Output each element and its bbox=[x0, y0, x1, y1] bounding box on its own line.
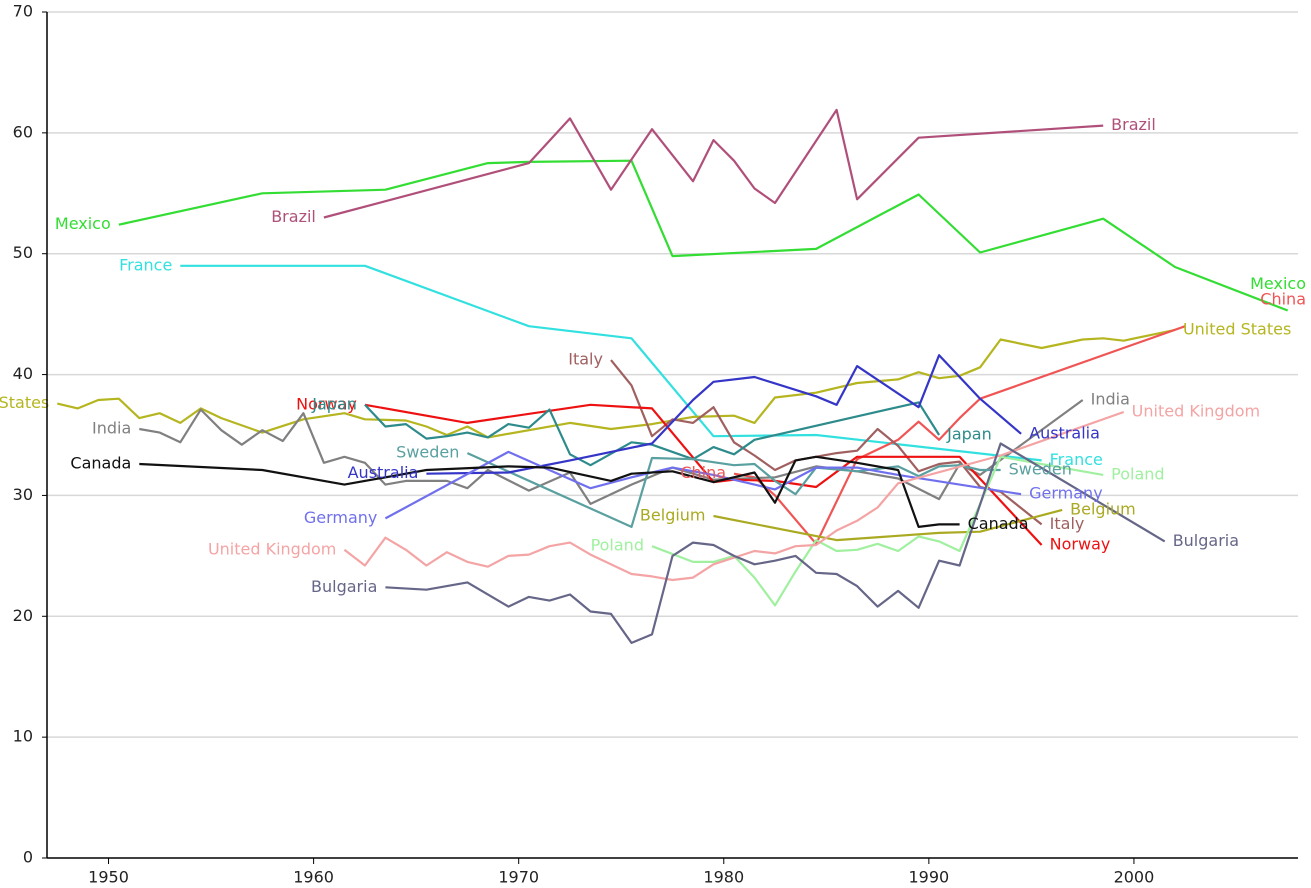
series-label-end: Germany bbox=[1029, 484, 1103, 503]
y-tick-label: 60 bbox=[13, 122, 33, 141]
series-label-start: Japan bbox=[311, 394, 357, 413]
series-line bbox=[466, 452, 1001, 528]
series-line bbox=[384, 450, 1022, 520]
y-tick-label: 70 bbox=[13, 2, 33, 21]
series-label-start: United States bbox=[0, 393, 49, 412]
x-tick-label: 1960 bbox=[293, 868, 334, 887]
series-line bbox=[57, 328, 1176, 439]
lines bbox=[57, 108, 1289, 644]
y-tick-label: 50 bbox=[13, 243, 33, 262]
series-line bbox=[713, 508, 1063, 542]
series-label-end: Norway bbox=[1050, 534, 1111, 553]
x-tick-label: 2000 bbox=[1114, 868, 1155, 887]
series-label-start: Italy bbox=[568, 350, 603, 369]
series-label-end: Mexico bbox=[1250, 274, 1306, 293]
series-label-end: United States bbox=[1183, 319, 1291, 338]
x-tick-label: 1970 bbox=[498, 868, 539, 887]
series-label-start: Canada bbox=[70, 454, 131, 473]
series-line bbox=[343, 410, 1125, 582]
series-label-end: Australia bbox=[1029, 423, 1100, 442]
series-label-end: China bbox=[1260, 290, 1306, 309]
x-tick-label: 1990 bbox=[908, 868, 949, 887]
series-label-start: China bbox=[680, 463, 726, 482]
series-label-end: Poland bbox=[1111, 464, 1164, 483]
series-label-end: Canada bbox=[968, 514, 1029, 533]
series-label-end: France bbox=[1050, 450, 1103, 469]
series-label-end: Italy bbox=[1050, 514, 1085, 533]
y-tick-label: 40 bbox=[13, 364, 33, 383]
y-tick-label: 0 bbox=[23, 848, 33, 867]
series-label-end: Japan bbox=[946, 425, 992, 444]
series-label-end: Bulgaria bbox=[1173, 531, 1239, 550]
series-label-start: Belgium bbox=[640, 505, 706, 524]
series-label-start: France bbox=[119, 255, 172, 274]
series-line bbox=[180, 264, 1042, 462]
series-line bbox=[651, 455, 1104, 607]
series-label-end: United Kingdom bbox=[1132, 402, 1260, 421]
series-label-start: Norway bbox=[296, 394, 357, 413]
y-tick-label: 30 bbox=[13, 485, 33, 504]
y-tick-label: 20 bbox=[13, 606, 33, 625]
series-label-start: Sweden bbox=[396, 443, 459, 462]
series-label-end: Brazil bbox=[1111, 115, 1156, 134]
series-label-end: Belgium bbox=[1070, 499, 1136, 518]
series-label-end: Sweden bbox=[1009, 460, 1072, 479]
series-label-start: Mexico bbox=[55, 214, 111, 233]
series-label-start: Bulgaria bbox=[311, 577, 377, 596]
series-label-start: Australia bbox=[348, 463, 419, 482]
series-label-start: Germany bbox=[304, 508, 378, 527]
series-label-start: India bbox=[92, 418, 131, 437]
series-line bbox=[385, 442, 1166, 644]
series-line bbox=[118, 159, 1289, 312]
x-tick-label: 1950 bbox=[88, 868, 129, 887]
series-line bbox=[323, 108, 1104, 219]
series-label-start: United Kingdom bbox=[208, 539, 336, 558]
series-label-start: Poland bbox=[591, 536, 644, 555]
series-line bbox=[733, 325, 1186, 545]
x-tick-label: 1980 bbox=[703, 868, 744, 887]
series-label-end: India bbox=[1091, 389, 1130, 408]
series-line bbox=[364, 401, 941, 467]
series-line bbox=[426, 354, 1022, 475]
labels: Mexico Mexico Brazil Brazil France France Unit… bbox=[0, 115, 1306, 596]
series-line bbox=[139, 455, 960, 528]
y-tick-label: 10 bbox=[13, 727, 33, 746]
series-label-start: Brazil bbox=[271, 207, 316, 226]
